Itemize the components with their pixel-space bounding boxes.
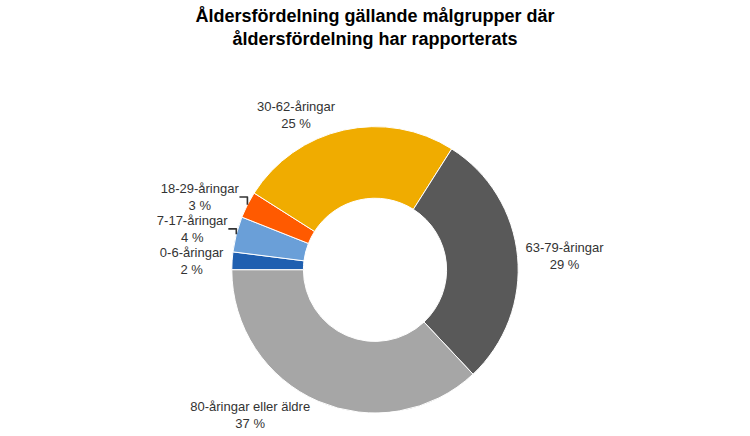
svg-text:7-17-åringar4 %: 7-17-åringar4 % (157, 213, 228, 245)
svg-text:30-62-åringar25 %: 30-62-åringar25 % (257, 99, 336, 131)
svg-text:Åldersfördelning gällande målg: Åldersfördelning gällande målgrupper där… (195, 6, 554, 49)
svg-text:80-åringar eller äldre37 %: 80-åringar eller äldre37 % (190, 399, 310, 431)
svg-text:63-79-åringar29 %: 63-79-åringar29 % (526, 240, 605, 272)
svg-text:18-29-åringar3 %: 18-29-åringar3 % (161, 181, 240, 213)
svg-text:0-6-åringar2 %: 0-6-åringar2 % (160, 245, 224, 277)
